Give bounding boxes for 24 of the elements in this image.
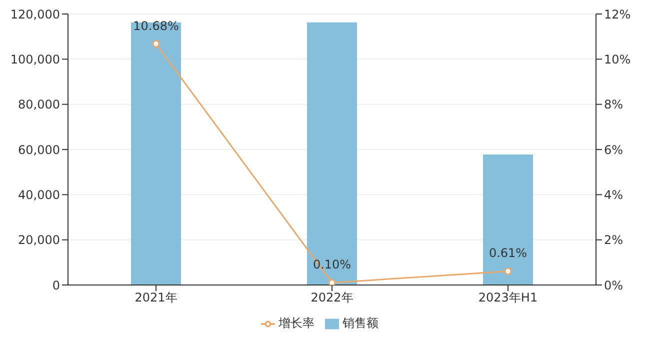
x-tick-label: 2022年 xyxy=(310,290,354,305)
x-tick-label: 2023年H1 xyxy=(478,290,538,305)
y-tick-label: 80,000 xyxy=(18,98,60,112)
y-tick-label: 0 xyxy=(52,278,60,292)
y-tick-label: 120,000 xyxy=(10,7,60,22)
legend-label: 增长率 xyxy=(278,316,314,330)
y2-tick-label: 6% xyxy=(604,142,624,157)
y2-tick-label: 12% xyxy=(604,7,631,22)
y2-tick-label: 4% xyxy=(604,188,624,202)
y-tick-label: 60,000 xyxy=(18,142,60,157)
point xyxy=(504,267,512,275)
data-label: 10.68% xyxy=(133,18,179,33)
legend-label: 销售额 xyxy=(342,316,378,330)
y2-tick-label: 2% xyxy=(604,233,624,248)
y2-tick-label: 8% xyxy=(604,98,624,112)
y-tick-label: 100,000 xyxy=(10,52,60,66)
y2-tick-label: 10% xyxy=(604,52,631,66)
point xyxy=(152,40,160,48)
point xyxy=(328,278,336,285)
y-tick-label: 20,000 xyxy=(18,233,60,248)
x-tick-label: 2021年 xyxy=(134,290,178,305)
y2-tick-label: 0% xyxy=(604,278,624,292)
data-label: 0.61% xyxy=(488,246,528,260)
y-tick-label: 40,000 xyxy=(18,188,60,202)
